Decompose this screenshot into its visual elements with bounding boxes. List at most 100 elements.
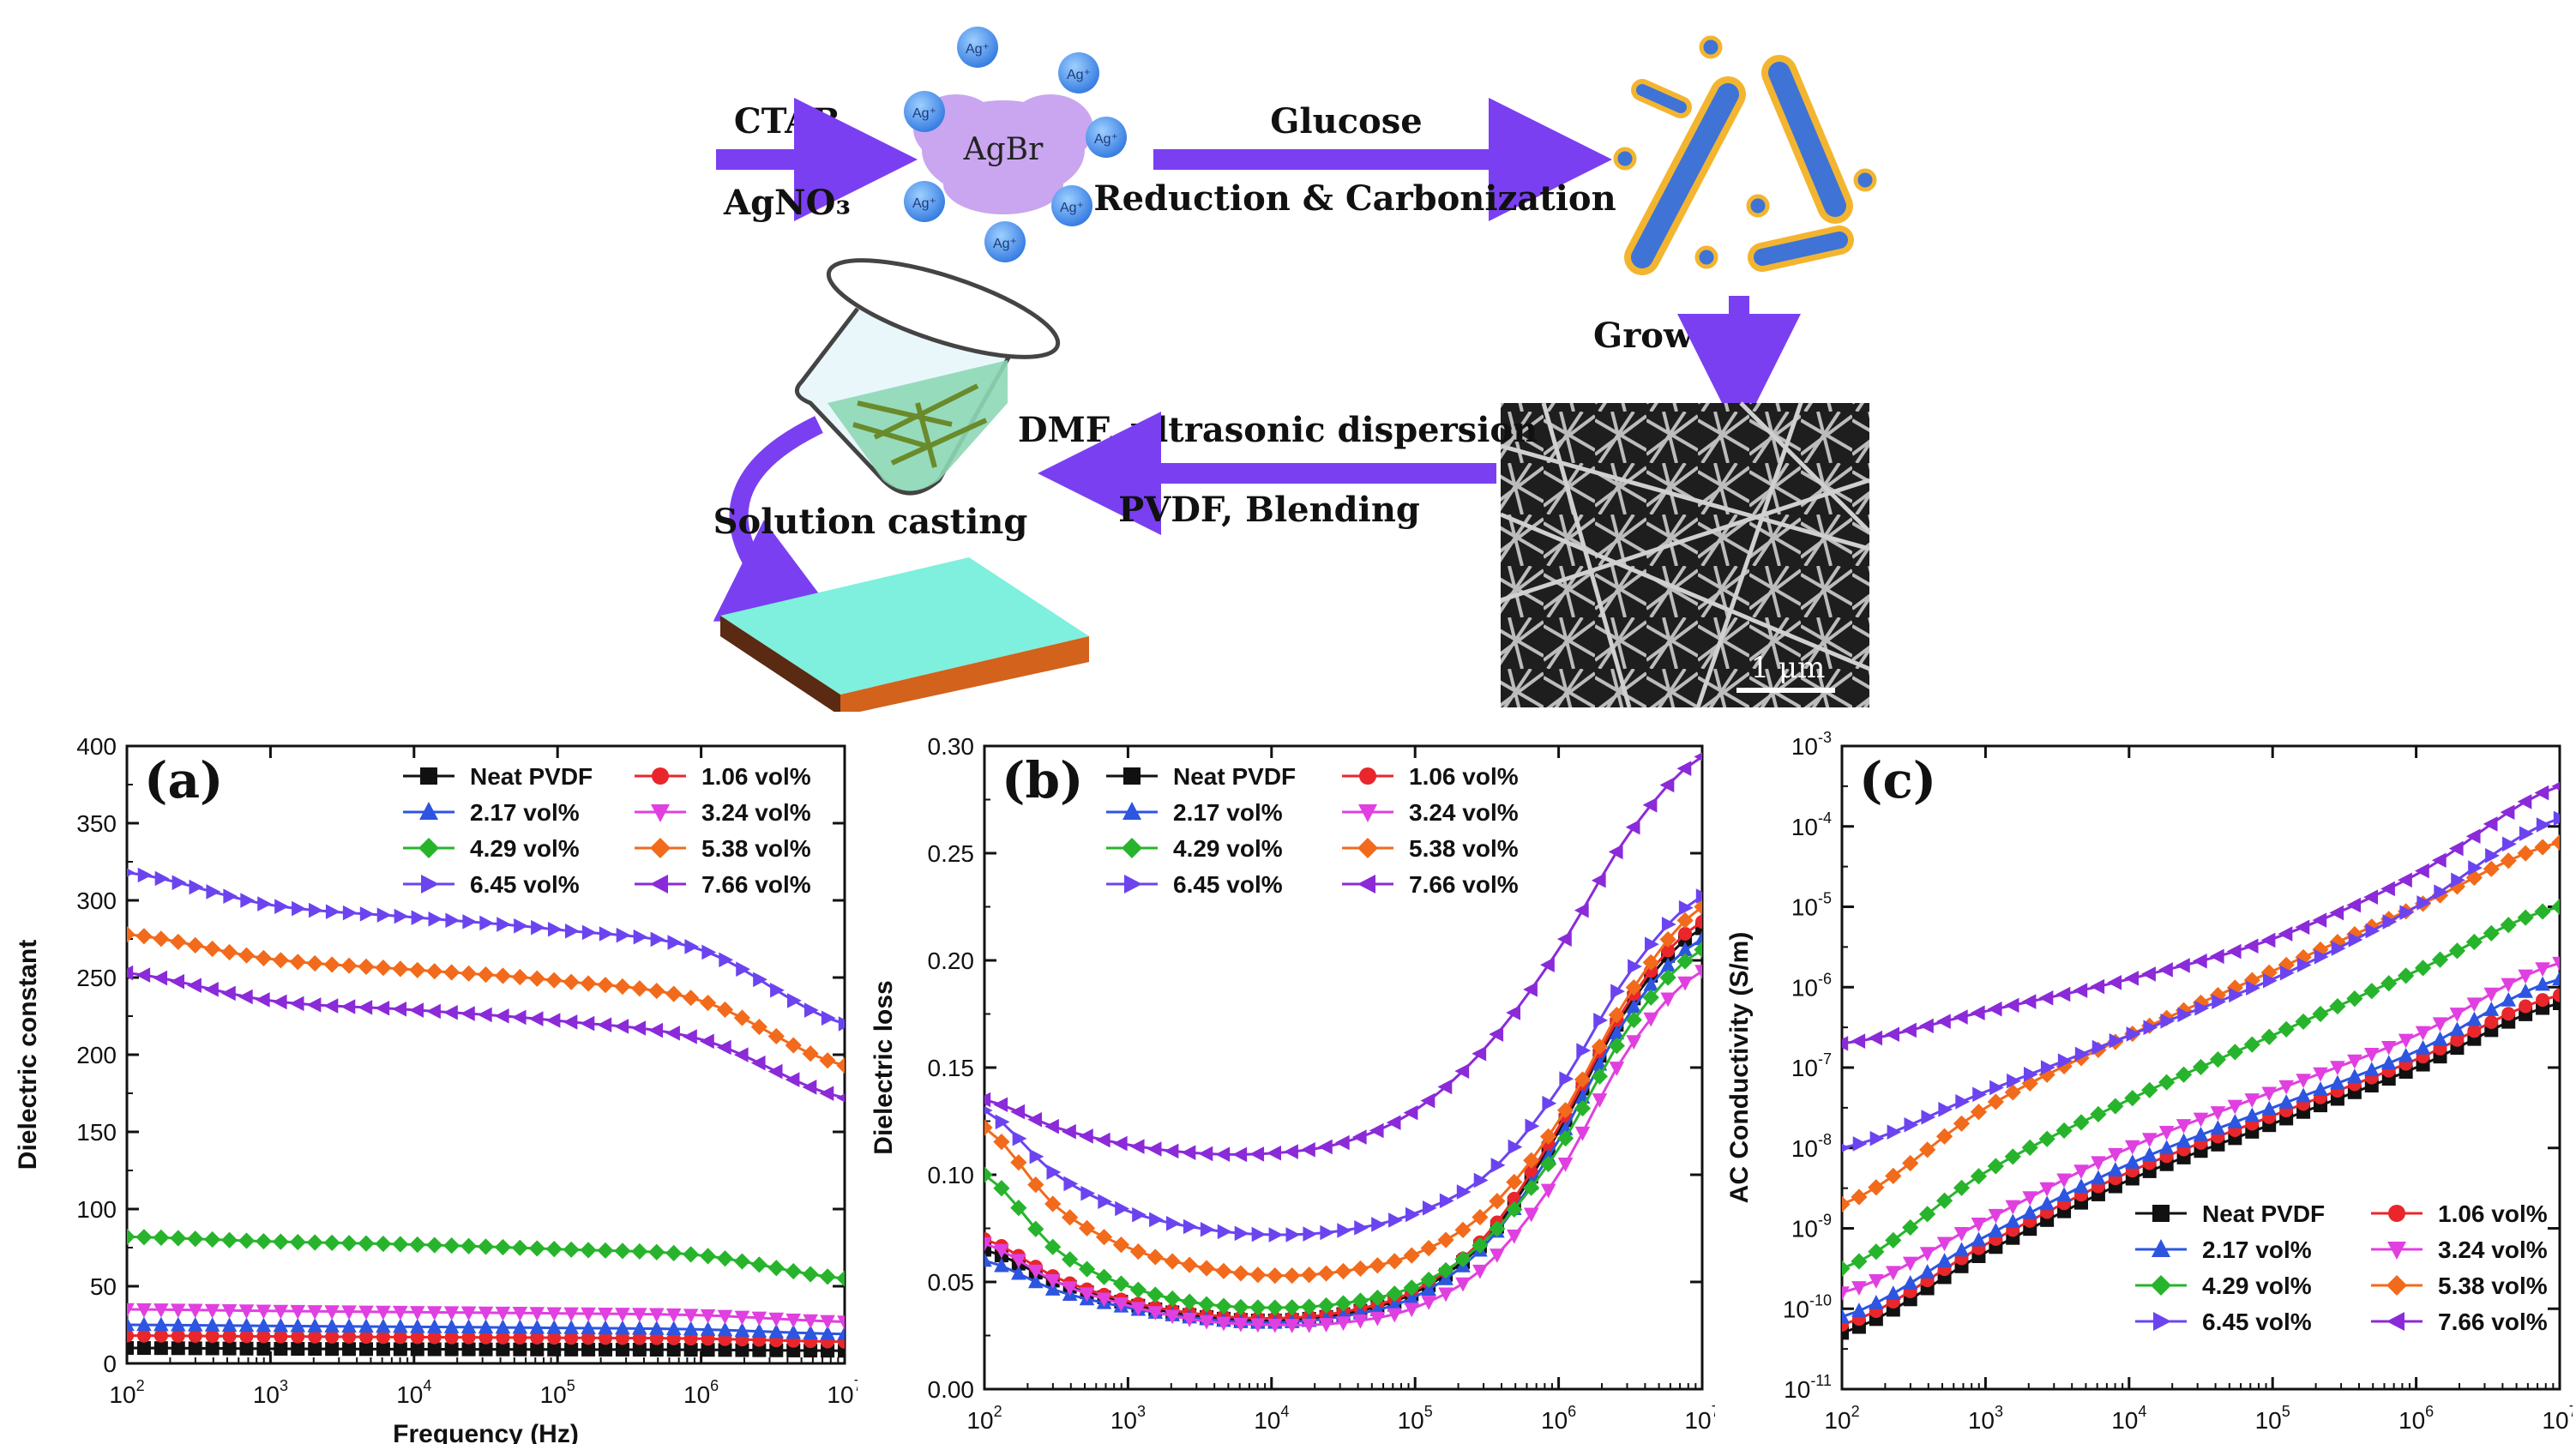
series-line <box>984 948 1702 1309</box>
data-point <box>1989 1080 2004 1096</box>
data-point <box>1919 1264 1935 1279</box>
data-point <box>1523 1207 1539 1223</box>
data-point <box>2124 971 2139 986</box>
data-point <box>2227 1113 2243 1128</box>
x-axis-label: Frequency (Hz) <box>393 1420 579 1444</box>
data-point <box>2109 1032 2124 1049</box>
data-point <box>256 1317 272 1333</box>
data-point <box>994 1243 1009 1259</box>
data-point <box>2465 933 2483 951</box>
data-point <box>409 1318 425 1333</box>
data-point <box>410 1330 424 1345</box>
core-shell-nanorods <box>1613 35 1877 275</box>
data-point <box>1540 1128 1557 1145</box>
data-point <box>1044 1273 1061 1289</box>
legend-marker <box>419 802 438 820</box>
agbr-cluster: AgBr <box>913 94 1093 214</box>
data-point <box>733 1047 749 1062</box>
data-point <box>392 1001 407 1017</box>
data-point <box>1851 1253 1868 1270</box>
data-point <box>1868 1030 1883 1046</box>
data-point <box>1935 1192 1953 1209</box>
data-point <box>2346 897 2362 913</box>
data-point <box>460 1237 478 1254</box>
data-point <box>427 1330 442 1345</box>
data-point <box>127 1341 134 1355</box>
legend-item: 2.17 vol% <box>2135 1236 2312 1263</box>
data-point <box>1164 1253 1181 1270</box>
data-point <box>547 1342 562 1357</box>
reagent-agno3: AgNO₃ <box>723 183 851 223</box>
data-point <box>1232 1298 1249 1315</box>
data-point <box>1198 1296 1215 1313</box>
data-point <box>1165 1309 1181 1325</box>
data-point <box>1851 1033 1866 1049</box>
reagent-ctab: CTAB <box>734 101 840 141</box>
data-point <box>308 1329 322 1344</box>
data-point <box>1164 1143 1179 1159</box>
data-point <box>512 1319 528 1334</box>
data-point <box>1659 777 1675 793</box>
data-point <box>1868 1243 1885 1260</box>
x-tick-label: 104 <box>2111 1403 2146 1434</box>
data-point <box>615 1342 629 1357</box>
legend-marker <box>650 838 671 858</box>
data-point <box>358 1305 374 1321</box>
data-point <box>1902 1218 1919 1236</box>
data-point <box>1885 1231 1902 1248</box>
data-point <box>1842 1326 1849 1340</box>
legend-label: Neat PVDF <box>470 763 593 790</box>
data-point <box>2485 848 2500 863</box>
data-point <box>460 1306 477 1321</box>
data-point <box>324 1318 340 1333</box>
data-point <box>1232 1146 1248 1163</box>
series-line <box>984 927 1702 1322</box>
data-point <box>477 966 495 984</box>
data-point <box>581 1320 596 1335</box>
data-point <box>2295 1013 2312 1031</box>
legend-label: 7.66 vol% <box>2438 1309 2548 1335</box>
data-point <box>1626 998 1642 1014</box>
data-point <box>733 1009 751 1026</box>
data-point <box>2244 1093 2260 1108</box>
data-point <box>2038 1130 2055 1147</box>
legend-marker <box>2151 1275 2171 1296</box>
data-point <box>445 912 460 929</box>
y-tick-label: 300 <box>76 887 117 914</box>
data-point <box>1556 1102 1574 1119</box>
data-point <box>290 1304 306 1320</box>
data-point <box>394 908 409 924</box>
data-point <box>325 1329 340 1344</box>
data-point <box>2347 1068 2362 1083</box>
data-point <box>2398 967 2415 984</box>
data-point <box>2021 994 2037 1009</box>
data-point <box>2022 1204 2038 1219</box>
data-point <box>325 904 340 920</box>
data-point <box>1608 1007 1625 1024</box>
data-point <box>1694 752 1702 761</box>
data-point <box>1404 1290 1420 1305</box>
data-point <box>786 1343 801 1357</box>
data-point <box>187 1316 203 1332</box>
data-point <box>2483 860 2500 877</box>
data-point <box>238 989 253 1005</box>
y-tick-label: 400 <box>76 733 117 760</box>
data-point <box>153 970 168 986</box>
data-point <box>136 1303 152 1318</box>
data-point <box>1576 1043 1592 1058</box>
data-point <box>2073 983 2088 998</box>
data-point <box>153 1229 170 1246</box>
data-point <box>2500 917 2517 934</box>
data-point <box>599 1342 612 1357</box>
data-point <box>1936 1253 1953 1267</box>
data-point <box>528 970 545 987</box>
series-6-45-vol- <box>127 867 845 1032</box>
data-point <box>1851 1281 1867 1296</box>
data-point <box>2518 969 2533 984</box>
data-point <box>511 968 528 986</box>
data-point <box>393 1342 407 1357</box>
y-tick-label: 10-7 <box>1791 1050 1832 1081</box>
data-point <box>1439 1193 1454 1209</box>
data-point <box>1970 1005 1985 1021</box>
data-point <box>1473 1172 1489 1188</box>
